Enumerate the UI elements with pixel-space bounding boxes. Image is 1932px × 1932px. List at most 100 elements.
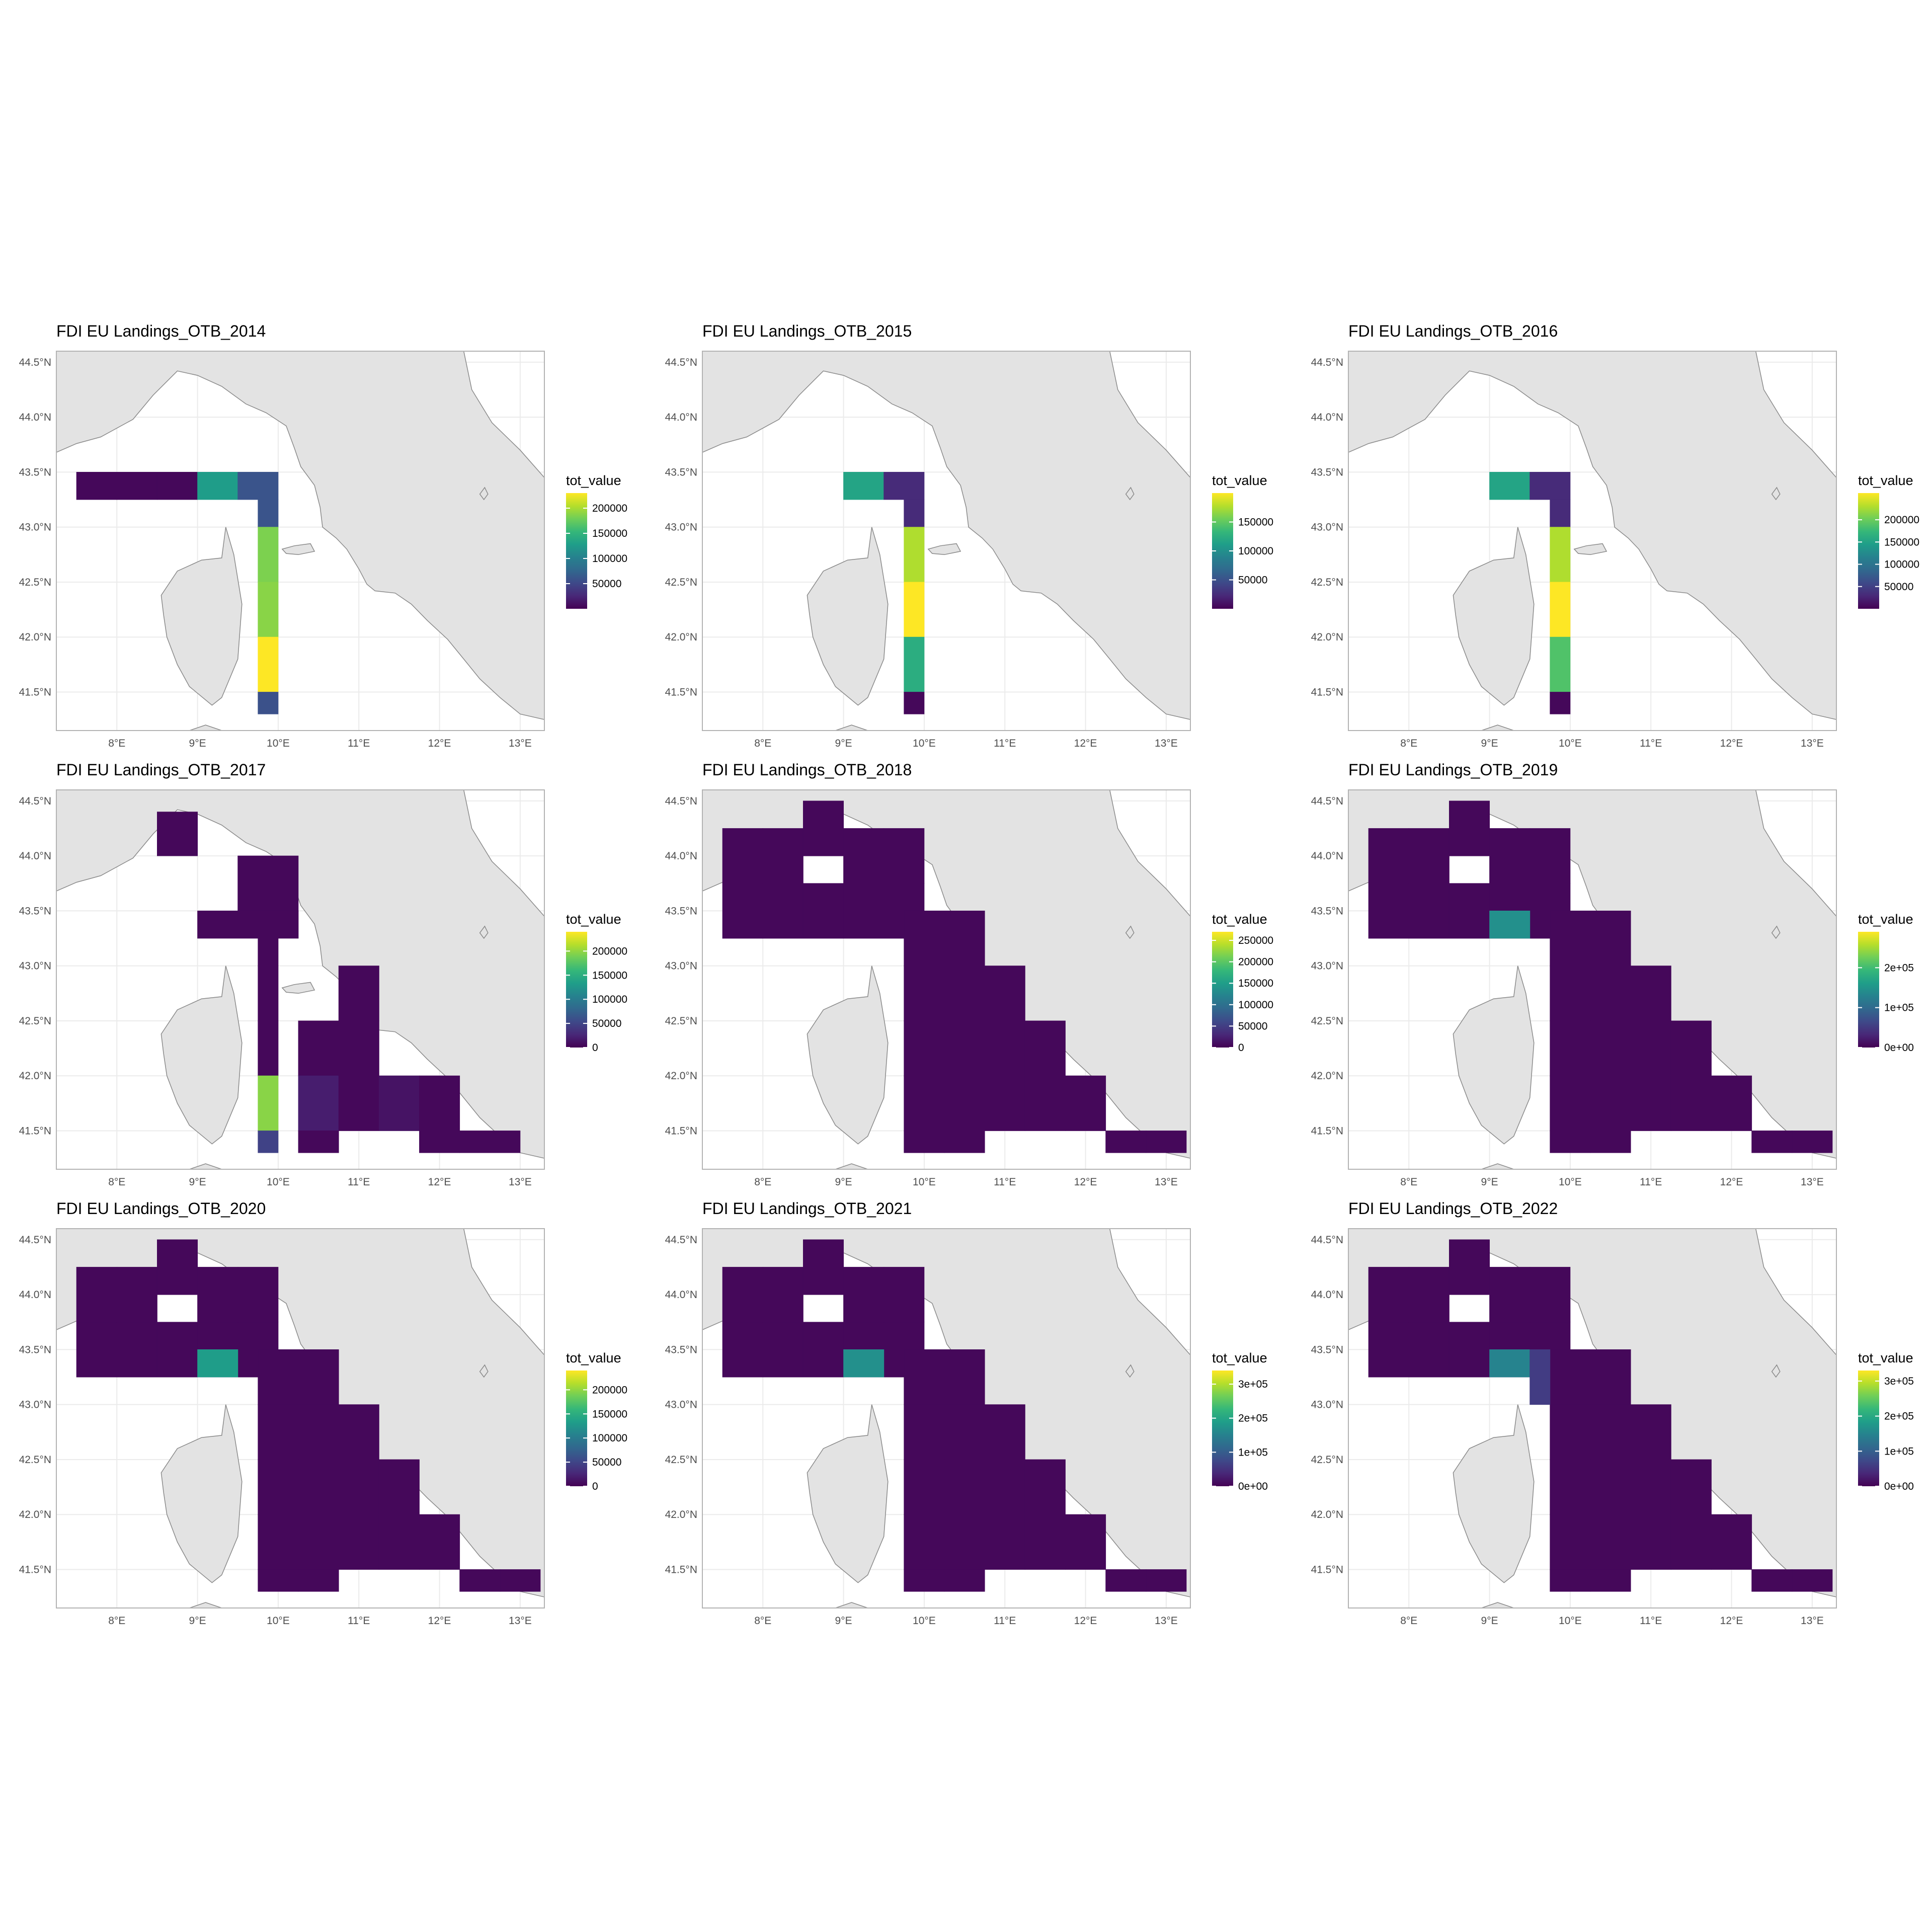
y-tick-label: 44.5°N [1311,795,1343,807]
x-tick-label: 9°E [189,1615,206,1627]
catch-cell [1105,1131,1147,1153]
catch-cell [802,1239,844,1295]
catch-cell [802,800,844,856]
catch-cell [156,812,198,856]
panel-title: FDI EU Landings_OTB_2020 [56,1199,266,1218]
x-tick-label: 13°E [1801,1176,1824,1188]
catch-cell [1550,1514,1591,1570]
catch-cell [298,1349,339,1405]
x-tick-label: 12°E [1074,738,1097,749]
catch-cell [944,1131,985,1153]
land-corsica [1453,965,1535,1145]
legend-label: 0 [592,1042,598,1054]
catch-cell [843,471,884,500]
y-tick-label: 43.0°N [1311,522,1343,533]
y-tick-label: 43.0°N [19,1399,51,1411]
catch-cell [1024,1075,1066,1131]
catch-cell [984,965,1025,1021]
catch-cell [1368,1322,1409,1378]
land-islet [1771,925,1781,939]
legend-label: 150000 [592,970,627,981]
x-tick-label: 10°E [1559,1176,1582,1188]
legend-label: 150000 [1238,978,1273,989]
catch-cell [1368,828,1409,884]
catch-cell [237,471,279,500]
y-tick-label: 42.5°N [665,1454,697,1466]
x-tick-label: 9°E [835,1176,852,1188]
map-panel: 41.5°N 42.0°N 42.5°N 43.0°N 43.5°N 44.0°N 44.5… [0,322,640,756]
x-tick-label: 11°E [348,738,370,749]
catch-cell [1630,1514,1671,1570]
catch-cell [258,1459,299,1515]
x-tick-label: 12°E [1720,1176,1743,1188]
catch-cell [298,1404,339,1460]
y-tick-label: 41.5°N [19,1564,51,1576]
catch-cell [762,828,803,884]
catch-cell [762,1322,803,1378]
map-panel: 41.5°N 42.0°N 42.5°N 43.0°N 43.5°N 44.0°N 44.5… [0,1199,640,1633]
catch-cell [1630,965,1671,1021]
catch-cell [1590,1459,1631,1515]
catch-cell [904,582,925,637]
legend-label: 100000 [1238,545,1273,557]
catch-cell [843,1349,884,1378]
panel-title: FDI EU Landings_OTB_2018 [702,761,912,779]
land-sardinia [189,1163,222,1169]
legend-colorbar [566,493,587,609]
catch-cell [762,883,803,939]
catch-cell [1065,1514,1106,1570]
y-tick-label: 42.0°N [665,1070,697,1082]
catch-cell [1024,1514,1066,1570]
catch-cell [1590,1404,1631,1460]
catch-cell [1489,1267,1531,1323]
catch-cell [1024,1020,1066,1076]
catch-cell [338,1404,379,1460]
panel-title: FDI EU Landings_OTB_2022 [1348,1199,1558,1218]
catch-cell [459,1131,521,1153]
legend-colorbar [1212,1371,1233,1486]
catch-cell [116,471,157,500]
x-tick-label: 10°E [913,1176,936,1188]
map-panel: 41.5°N 42.0°N 42.5°N 43.0°N 43.5°N 44.0°N 44.5… [1292,1199,1932,1633]
land-islet [1771,487,1781,501]
catch-cell [722,1267,763,1323]
legend-label: 100000 [592,1432,627,1444]
panel-border [702,351,1191,731]
catch-cell [1530,1349,1551,1405]
legend-colorbar [1858,1371,1879,1486]
y-tick-label: 44.5°N [665,357,697,368]
catch-cell [1146,1131,1187,1153]
legend-label: 0e+00 [1884,1481,1914,1492]
x-tick-label: 11°E [994,738,1016,749]
land-corsica [160,965,243,1145]
y-tick-label: 44.0°N [665,1289,697,1301]
land-sardinia [835,1602,868,1608]
catch-cell [1590,910,1631,967]
catch-cell [944,910,985,967]
y-tick-label: 41.5°N [19,687,51,698]
y-tick-label: 44.0°N [1311,1289,1343,1301]
catch-cell [1408,883,1450,939]
legend-label: 200000 [1238,956,1273,968]
catch-cell [1408,1322,1450,1378]
catch-cell [944,1020,985,1076]
catch-cell [944,1569,985,1592]
catch-cell [1408,828,1450,884]
catch-cell [904,965,945,1021]
catch-cell [1550,1459,1591,1515]
catch-cell [197,1267,238,1323]
catch-cell [298,1569,339,1592]
panel-border [702,1228,1191,1608]
map-panel: 41.5°N 42.0°N 42.5°N 43.0°N 43.5°N 44.0°N 44.5… [0,761,640,1194]
panel-border [1348,789,1837,1170]
catch-cell [904,1020,945,1076]
x-tick-label: 8°E [1400,1615,1417,1627]
panel-title: FDI EU Landings_OTB_2019 [1348,761,1558,779]
catch-cell [944,1404,985,1460]
y-tick-label: 42.5°N [1311,1015,1343,1027]
catch-cell [904,636,925,692]
land-corsica [1453,1404,1535,1583]
legend-colorbar [1212,932,1233,1048]
legend-label: 0 [1238,1042,1244,1054]
